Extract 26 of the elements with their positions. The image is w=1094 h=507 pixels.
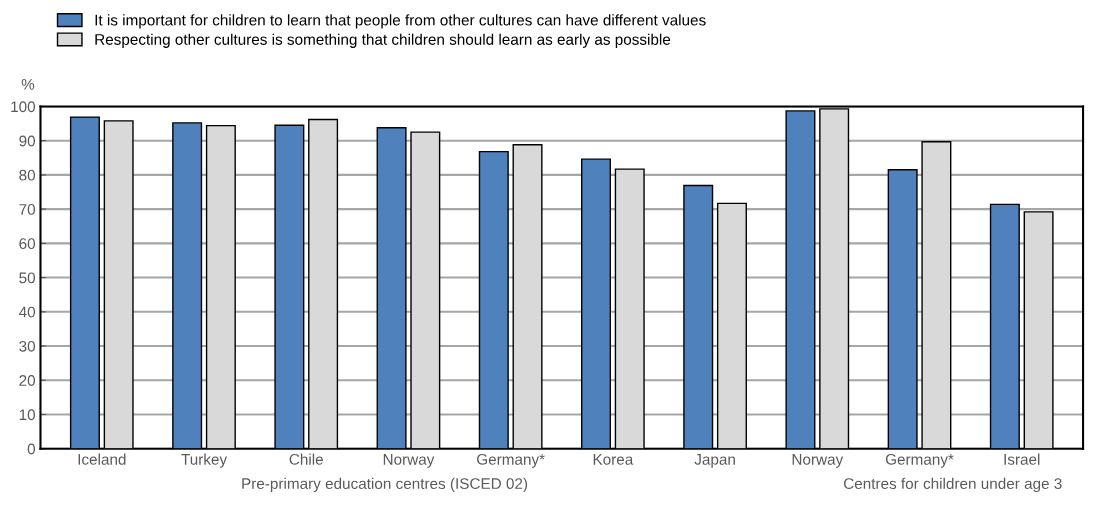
y-tick-label: 40	[18, 306, 36, 318]
y-tick-label: 60	[19, 238, 36, 250]
y-axis-title: %	[21, 79, 35, 90]
y-tick-label: 80	[19, 169, 36, 181]
x-tick-label: Israel	[1004, 453, 1040, 465]
y-tick-label: 100	[11, 101, 36, 113]
y-tick-label: 70	[19, 204, 36, 215]
y-tick-label: 20	[19, 375, 36, 386]
legend-label: It is important for children to learn that people from other cultures can have different values	[95, 14, 706, 29]
x-tick-label: Chile	[289, 453, 323, 465]
x-tick-label: Iceland	[78, 453, 126, 465]
y-tick-label: 30	[19, 340, 36, 352]
x-tick-label: Japan	[694, 454, 735, 468]
text: Pre-primary education centres (ISCED 02)	[242, 477, 528, 493]
y-tick-label: 50	[19, 272, 36, 284]
y-tick-label: 90	[19, 135, 36, 147]
text: Centres for children under age 3	[843, 477, 1062, 493]
y-tick-label: 10	[19, 409, 36, 421]
x-tick-label: Germany*	[885, 453, 954, 468]
x-tick-label: Korea	[593, 454, 634, 465]
x-tick-label: Germany*	[477, 453, 545, 468]
legend-label: Respecting other cultures is something that children should learn as early as possible	[95, 33, 671, 48]
x-tick-label: Norway	[792, 454, 844, 468]
x-tick-label: Turkey	[181, 453, 228, 468]
y-tick-label: 0	[27, 443, 36, 455]
x-tick-label: Norway	[383, 454, 435, 468]
